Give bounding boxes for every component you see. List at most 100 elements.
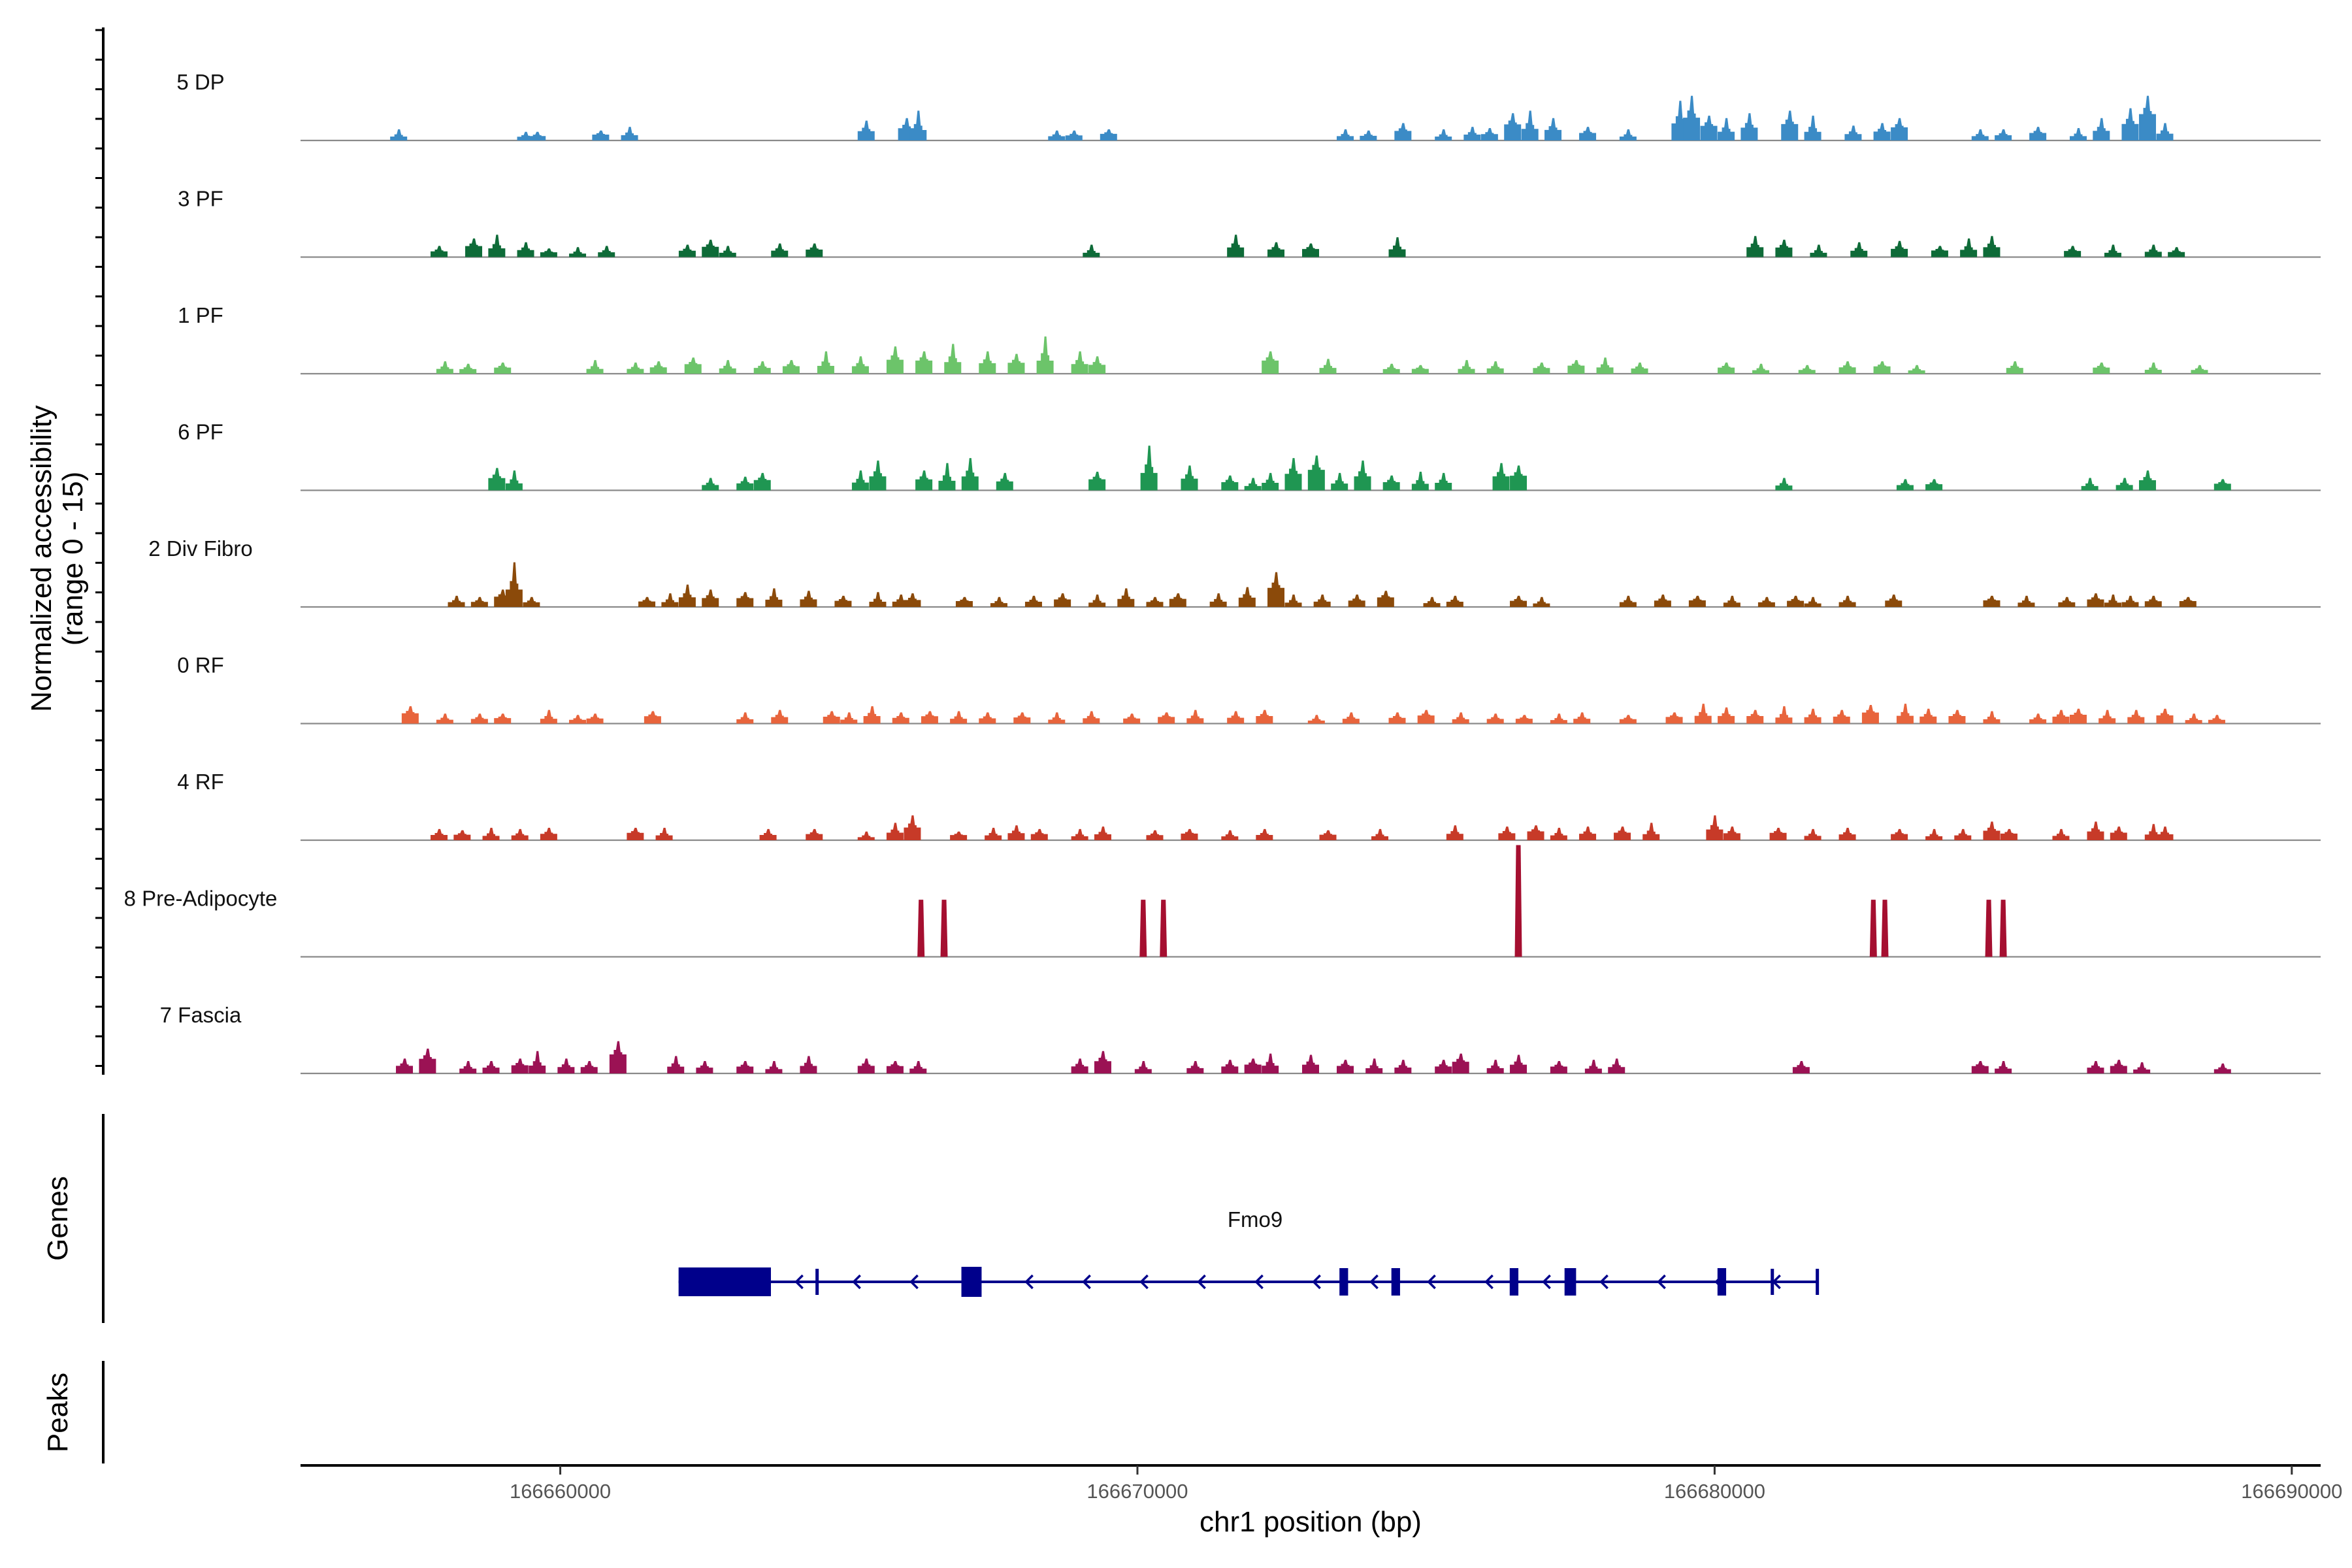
- coverage-track: 0 RF: [177, 653, 2321, 725]
- coverage-peak: [1891, 828, 1908, 840]
- gene-exon: [1717, 1268, 1727, 1296]
- coverage-peak: [1510, 1054, 1527, 1073]
- coverage-peak: [1186, 710, 1204, 724]
- coverage-tracks: 5 DP 3 PF 1 PF 6 PF 2 Div Fibro 0 RF 4 RF 8 Pre…: [95, 27, 2321, 1075]
- coverage-peak: [2213, 479, 2231, 491]
- coverage-peak: [1024, 595, 1042, 607]
- coverage-peak: [1983, 595, 2001, 607]
- coverage-peak: [857, 831, 875, 840]
- coverage-peak: [996, 472, 1013, 491]
- coverage-peak: [1139, 900, 1147, 957]
- coverage-peak: [1515, 715, 1533, 724]
- coverage-peak: [540, 248, 557, 257]
- strand-arrow-icon: [1427, 1274, 1436, 1290]
- coverage-peak: [609, 1041, 627, 1073]
- coverage-peak: [1527, 825, 1544, 840]
- coverage-peak: [1319, 359, 1337, 374]
- track-label: 4 RF: [177, 770, 224, 794]
- coverage-peak: [851, 470, 869, 491]
- coverage-peak: [1521, 110, 1539, 140]
- coverage-peak: [1804, 708, 1821, 724]
- coverage-peak: [2087, 821, 2104, 840]
- coverage-peak: [1094, 1051, 1111, 1073]
- coverage-peak: [1452, 712, 1469, 724]
- coverage-peak: [1013, 712, 1031, 724]
- coverage-peak: [1036, 336, 1054, 374]
- coverage-peak: [736, 476, 754, 491]
- coverage-peak: [1227, 711, 1245, 724]
- coverage-peak: [1146, 830, 1164, 840]
- coverage-peak: [505, 470, 523, 491]
- coverage-peak: [1371, 828, 1389, 840]
- coverage-peak: [1833, 710, 1850, 724]
- coverage-peak: [886, 346, 904, 374]
- track-label: 8 Pre-Adipocyte: [124, 887, 278, 911]
- coverage-peak: [1435, 129, 1452, 140]
- coverage-peak: [1550, 1061, 1567, 1073]
- coverage-peak: [1798, 365, 1816, 374]
- coverage-peak: [753, 361, 771, 374]
- coverage-peak: [1619, 129, 1637, 140]
- coverage-peak: [2093, 362, 2110, 374]
- coverage-peak: [1642, 823, 1660, 840]
- coverage-peak: [523, 596, 540, 607]
- coverage-peak: [800, 1056, 817, 1073]
- coverage-track: 8 Pre-Adipocyte: [124, 845, 2321, 958]
- coverage-peak: [1718, 707, 1735, 724]
- coverage-peak: [1706, 815, 1723, 840]
- coverage-peak: [1458, 360, 1475, 374]
- coverage-peak: [917, 900, 925, 957]
- coverage-track: 2 Div Fibro: [148, 536, 2321, 608]
- coverage-peak: [1071, 351, 1088, 374]
- coverage-peak: [2213, 1063, 2231, 1073]
- coverage-peak: [1999, 900, 2007, 957]
- coverage-peak: [1486, 361, 1504, 374]
- coverage-peak: [702, 589, 719, 607]
- coverage-peak: [702, 239, 719, 257]
- coverage-peak: [979, 351, 996, 374]
- coverage-peak: [1140, 446, 1158, 491]
- coverage-peak: [1088, 356, 1106, 374]
- coverage-peak: [2093, 118, 2110, 140]
- coverage-peak: [1354, 460, 1371, 491]
- strand-arrow-icon: [1197, 1274, 1206, 1290]
- coverage-peak: [1550, 713, 1567, 724]
- coverage-peak: [1331, 472, 1348, 491]
- coverage-peak: [1100, 129, 1117, 140]
- coverage-peak: [904, 815, 921, 840]
- coverage-peak: [2058, 596, 2076, 607]
- coverage-peak: [1302, 1054, 1319, 1073]
- coverage-peak: [1885, 595, 1903, 607]
- coverage-peak: [1775, 706, 1793, 724]
- coverage-peak: [869, 460, 887, 491]
- coverage-peak: [886, 823, 904, 840]
- strand-arrow-icon: [1542, 1274, 1551, 1290]
- coverage-peak: [1256, 828, 1273, 840]
- coverage-peak: [1007, 353, 1025, 374]
- coverage-peak: [1614, 826, 1631, 840]
- coverage-peak: [759, 828, 777, 840]
- coverage-peak: [2179, 596, 2197, 607]
- coverage-peak: [2156, 708, 2174, 724]
- coverage-peak: [1787, 595, 1805, 607]
- coverage-peak: [1850, 242, 1868, 257]
- coverage-peak: [1804, 596, 1821, 607]
- coverage-peak: [2006, 361, 2023, 374]
- coverage-peak: [915, 470, 933, 491]
- coverage-peak: [494, 713, 512, 724]
- coverage-peak: [1954, 828, 1972, 840]
- coverage-peak: [1360, 130, 1377, 140]
- coverage-peak: [1377, 591, 1394, 607]
- coverage-peak: [1746, 236, 1764, 257]
- coverage-peak: [1337, 1060, 1354, 1073]
- coverage-peak: [396, 1058, 414, 1073]
- coverage-peak: [886, 1061, 904, 1073]
- gene-exon: [678, 1267, 771, 1296]
- coverage-peak: [1342, 712, 1360, 724]
- coverage-peak: [2127, 710, 2145, 724]
- coverage-peak: [753, 472, 771, 491]
- coverage-peak: [1348, 595, 1365, 607]
- coverage-peak: [1094, 826, 1111, 840]
- gene-name-label: Fmo9: [1228, 1207, 1282, 1232]
- coverage-peak: [1891, 240, 1908, 257]
